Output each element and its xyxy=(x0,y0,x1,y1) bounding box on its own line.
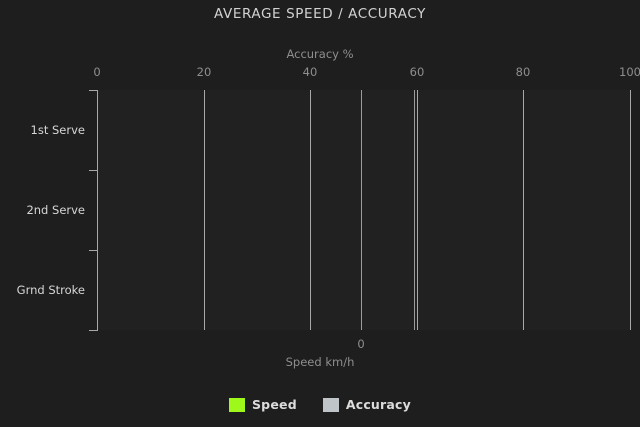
gridline xyxy=(523,90,524,330)
gridline xyxy=(417,90,418,330)
gridline xyxy=(361,90,362,330)
top-tick-label: 100 xyxy=(619,65,640,79)
top-tick-label: 80 xyxy=(515,65,531,79)
y-axis-tick xyxy=(89,250,98,251)
chart-legend: Speed Accuracy xyxy=(0,397,640,412)
y-axis-tick xyxy=(89,330,98,331)
bottom-tick-label: 0 xyxy=(357,337,365,351)
legend-item-accuracy[interactable]: Accuracy xyxy=(322,397,411,412)
gridline xyxy=(630,90,631,330)
page-title: AVERAGE SPEED / ACCURACY xyxy=(214,6,426,22)
bottom-axis-title: Speed km/h xyxy=(285,355,355,369)
gridline xyxy=(204,90,205,330)
top-tick-label: 40 xyxy=(302,65,318,79)
top-tick-label: 0 xyxy=(93,65,101,79)
plot-area xyxy=(97,90,631,330)
legend-swatch-icon xyxy=(228,397,245,412)
top-axis-title: Accuracy % xyxy=(286,47,354,61)
legend-item-speed[interactable]: Speed xyxy=(228,397,297,412)
category-label: 2nd Serve xyxy=(26,203,85,217)
y-axis-spine xyxy=(97,90,98,330)
category-label: 1st Serve xyxy=(30,123,85,137)
legend-swatch-icon xyxy=(322,397,339,412)
y-axis-tick xyxy=(89,90,98,91)
category-label: Grnd Stroke xyxy=(16,283,85,297)
plot-background xyxy=(97,90,630,330)
legend-label: Accuracy xyxy=(345,397,411,412)
gridline xyxy=(310,90,311,330)
top-tick-label: 20 xyxy=(196,65,212,79)
gridline xyxy=(414,90,415,330)
y-axis-tick xyxy=(89,170,98,171)
top-tick-label: 60 xyxy=(409,65,425,79)
legend-label: Speed xyxy=(251,397,297,412)
